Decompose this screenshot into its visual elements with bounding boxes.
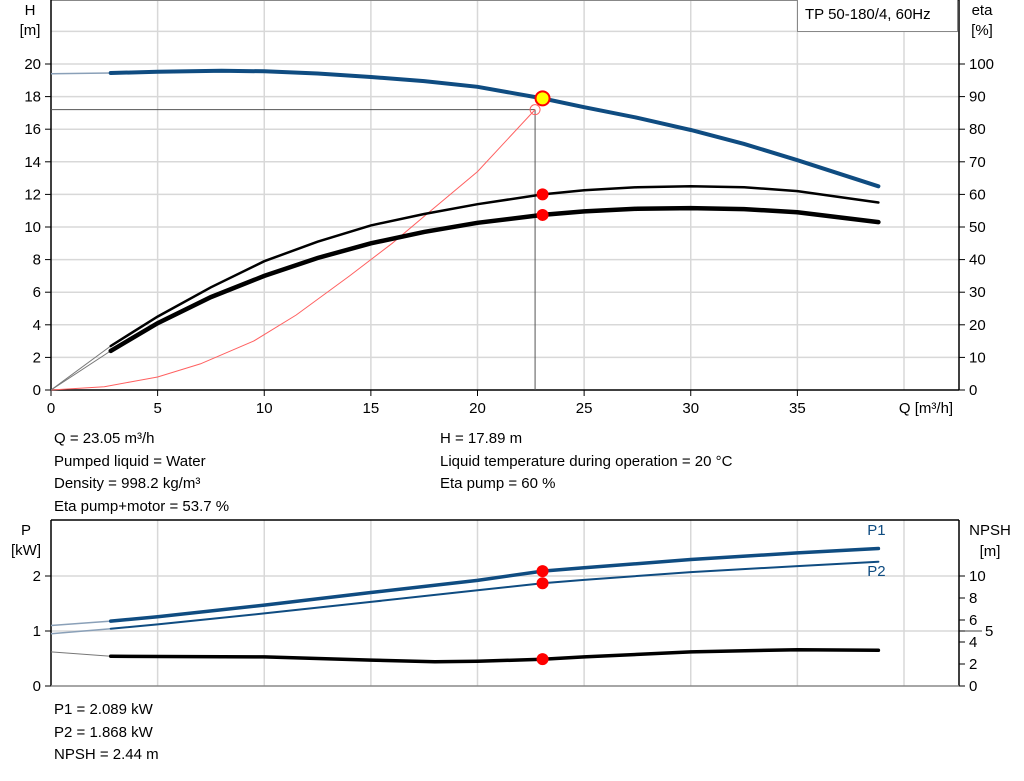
y-tick-label: 1 [33, 623, 41, 640]
eta-total-marker [536, 208, 549, 221]
head-curve [108, 68, 881, 189]
x-tick-label: 20 [469, 400, 486, 417]
duty-point-marker [534, 90, 551, 107]
y-tick-label: 0 [33, 382, 41, 399]
y-right-axis-unit: [m] [980, 543, 1001, 560]
y-right-axis-label: NPSH [969, 522, 1011, 539]
x-tick-label: 10 [256, 400, 273, 417]
info-liquid: Pumped liquid = Water [54, 452, 206, 470]
y-tick-label: 10 [24, 219, 41, 236]
y-tick-label: 4 [33, 317, 41, 334]
npsh-curve-extension [50, 651, 111, 657]
y-right-tick-label: 8 [969, 590, 977, 607]
eta-total-extension [50, 350, 111, 391]
npsh-duty-marker [536, 653, 549, 666]
info-flow: Q = 23.05 m³/h [54, 430, 155, 447]
x-tick-label: 0 [47, 400, 55, 417]
y-right-tick-label: 0 [969, 678, 977, 695]
eta-pump-curve [109, 184, 880, 348]
y-tick-label: 8 [33, 252, 41, 269]
y-right-tick-label: 80 [969, 121, 986, 138]
eta-total-curve [108, 205, 881, 354]
info-bottom: P1 = 2.089 kW P2 = 1.868 kW NPSH = 2.44 … [54, 699, 159, 767]
info-top-right: H = 17.89 m Liquid temperature during op… [440, 428, 732, 496]
y-right-axis-unit: [%] [971, 22, 993, 39]
info-p2: P2 = 1.868 kW [54, 723, 153, 741]
y-tick-label: 20 [24, 56, 41, 73]
y-right-tick-label: 6 [969, 612, 977, 629]
eta-pump-extension [50, 345, 112, 391]
info-temperature: Liquid temperature during operation = 20… [440, 452, 733, 470]
p1-series-label: P1 [867, 522, 885, 539]
head-curve-extension [50, 72, 111, 75]
info-eta-total: Eta pump+motor = 53.7 % [54, 497, 230, 515]
y-right-tick-label: 4 [969, 634, 977, 651]
y-right-tick-label: 40 [969, 252, 986, 269]
info-npsh: NPSH = 2.44 m [54, 746, 159, 763]
y-right-tick-label: 20 [969, 317, 986, 334]
y-right-tick-label: 0 [969, 382, 977, 399]
y-tick-label: 18 [24, 89, 41, 106]
y-tick-label: 6 [33, 284, 41, 301]
y-right-tick-label: 50 [969, 219, 986, 236]
info-head: H = 17.89 m [440, 430, 523, 447]
y-tick-label: 12 [24, 186, 41, 203]
y-tick-label: 14 [24, 154, 41, 171]
system-curve [50, 109, 536, 391]
info-top-left: Q = 23.05 m³/h Pumped liquid = Water Den… [54, 428, 229, 518]
info-p1: P1 = 2.089 kW [54, 701, 153, 718]
x-tick-label: 25 [576, 400, 593, 417]
y-tick-label: 0 [33, 678, 41, 695]
y-right-axis-label: eta [972, 2, 994, 19]
y-tick-label: 2 [33, 568, 41, 585]
p2-duty-marker [536, 577, 549, 590]
info-density: Density = 998.2 kg/m³ [54, 475, 201, 492]
y-right-tick-label: 10 [969, 349, 986, 366]
npsh-curve [108, 647, 881, 664]
x-tick-label: 35 [789, 400, 806, 417]
y-axis-label: H [25, 2, 36, 19]
p1-curve-extension [50, 620, 111, 627]
y-right-tick-label: 60 [969, 186, 986, 203]
chart-legend-title: TP 50-180/4, 60Hz [797, 0, 958, 32]
y-tick-label: 2 [33, 349, 41, 366]
x-tick-label: 5 [153, 400, 161, 417]
info-eta-pump: Eta pump = 60 % [440, 475, 556, 492]
p2-series-label: P2 [867, 563, 885, 580]
eta-pump-marker [536, 188, 549, 201]
p1-curve [108, 546, 881, 623]
y-right-tick-label: 10 [969, 568, 986, 585]
operating-point-marker [529, 104, 541, 116]
y-right-tick-label: 90 [969, 89, 986, 106]
x-tick-label: 15 [363, 400, 380, 417]
p2-curve [109, 560, 880, 630]
y-axis-unit: [kW] [11, 542, 41, 559]
x-axis-label: Q [m³/h] [899, 400, 953, 417]
y-right-tick-label: 30 [969, 284, 986, 301]
y-right-tick-label: 70 [969, 154, 986, 171]
y-right-tick-label: 5 [985, 623, 993, 640]
p2-curve-extension [50, 628, 111, 635]
p1-duty-marker [536, 565, 549, 578]
y-right-tick-label: 100 [969, 56, 994, 73]
y-axis-unit: [m] [20, 22, 41, 39]
y-axis-label: P [21, 522, 31, 539]
y-right-tick-label: 2 [969, 656, 977, 673]
x-tick-label: 30 [682, 400, 699, 417]
y-tick-label: 16 [24, 121, 41, 138]
